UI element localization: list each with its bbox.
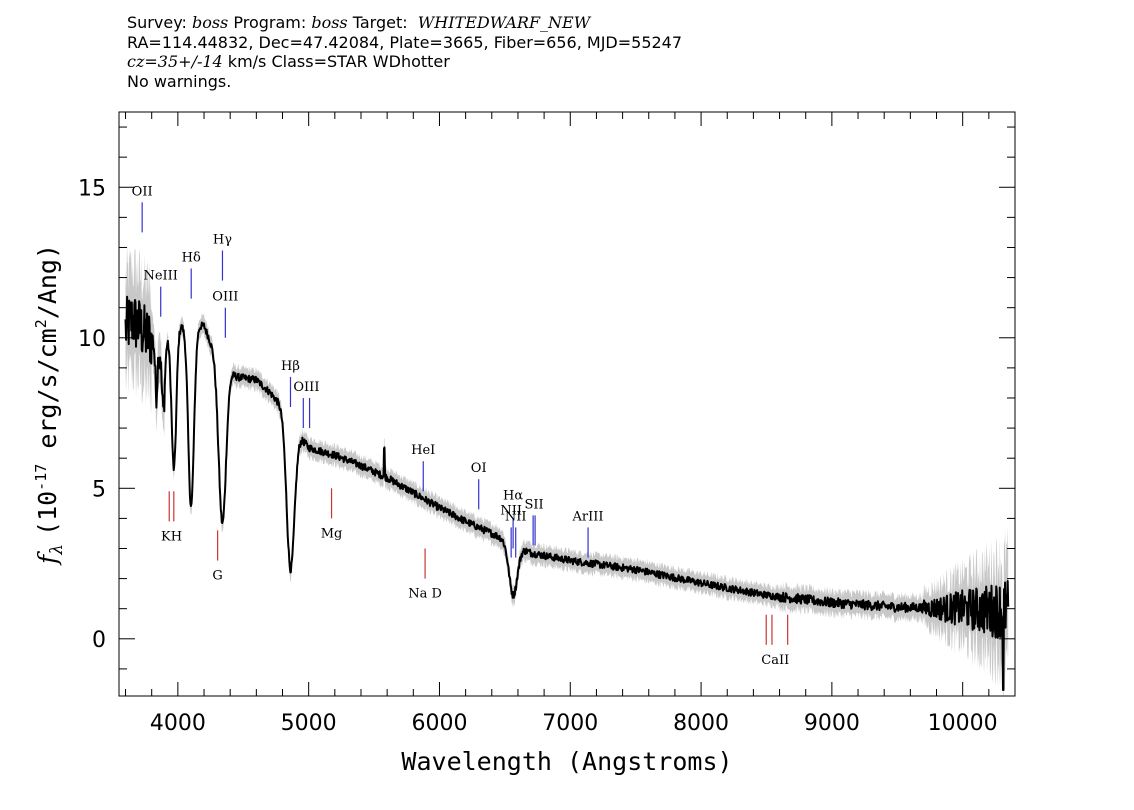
emission-label-0: OII (132, 184, 153, 199)
emission-label-12: SII (525, 497, 544, 512)
y-axis-exp: -17 (32, 464, 50, 491)
emission-label-5: Hβ (281, 359, 300, 374)
header-line-warnings: No warnings. (127, 71, 232, 91)
y-axis-symbol: f (33, 551, 62, 566)
x-tick-label: 5000 (281, 711, 337, 736)
survey-value: boss (191, 13, 229, 32)
y-axis-tail: /Ang) (33, 244, 62, 319)
emission-label-2: Hδ (182, 251, 201, 266)
emission-label-11: NII (505, 509, 527, 524)
x-axis-label: Wavelength (Angstroms) (401, 747, 732, 776)
x-tick-label: 10000 (928, 711, 998, 736)
header-line-target: Survey: boss Program: boss Target: WHITE… (127, 13, 591, 32)
y-axis-symbol-sub: λ (47, 544, 67, 556)
y-tick-label: 0 (92, 628, 106, 653)
emission-label-3: Hγ (213, 232, 232, 247)
spectrum-flux-line (124, 295, 1010, 691)
header-line-coords: RA=114.44832, Dec=47.42084, Plate=3665, … (127, 32, 683, 52)
y-tick-label: 15 (78, 176, 106, 201)
emission-label-13: ArIII (572, 509, 604, 524)
cz-value: cz=35+/-14 (127, 52, 223, 71)
tick-labels: 4000 5000 6000 7000 8000 9000 10000 0 5 10 15 (78, 176, 998, 736)
absorption-label-4: CaII (761, 653, 789, 668)
emission-label-6: OIII (293, 380, 319, 395)
error-band-area (125, 244, 1009, 696)
y-tick-label: 10 (78, 327, 106, 352)
header-line-class: cz=35+/-14 km/s Class=STAR WDhotter (127, 52, 450, 71)
target-value: WHITEDWARF_NEW (417, 13, 591, 32)
absorption-label-3: Na D (408, 587, 442, 602)
emission-label-7: HeI (411, 443, 435, 458)
emission-label-9: NII (500, 503, 522, 518)
emission-label-8: OI (471, 461, 487, 476)
x-tick-label: 4000 (150, 711, 206, 736)
y-axis-text: (10 (33, 491, 62, 536)
absorption-label-0: KH (161, 529, 182, 544)
plot-frame (118, 111, 1016, 697)
line-markers: OIINeIIIHδHγOIIIHβOIIIHeIOINIIHαNIISIIAr… (132, 184, 790, 668)
emission-label-10: Hα (503, 488, 523, 503)
absorption-label-2: Mg (321, 526, 343, 541)
axis-ticks (119, 112, 1016, 696)
x-tick-label: 9000 (804, 711, 860, 736)
x-tick-label: 7000 (542, 711, 598, 736)
emission-label-1: NeIII (143, 269, 177, 284)
y-axis-sq: 2 (32, 319, 50, 328)
emission-label-4: OIII (212, 290, 238, 305)
program-value: boss (311, 13, 348, 32)
x-tick-label: 8000 (673, 711, 729, 736)
error-band (125, 244, 1009, 696)
y-axis-label: fλ (10-17 erg/s/cm2/Ang) (32, 244, 67, 566)
spectrum-header: Survey: boss Program: boss Target: WHITE… (127, 13, 1027, 91)
spectrum-trace (124, 295, 1010, 691)
x-tick-label: 6000 (411, 711, 467, 736)
y-tick-label: 5 (92, 477, 106, 502)
y-axis-units: erg/s/cm (33, 328, 62, 463)
absorption-label-1: G (212, 569, 222, 584)
